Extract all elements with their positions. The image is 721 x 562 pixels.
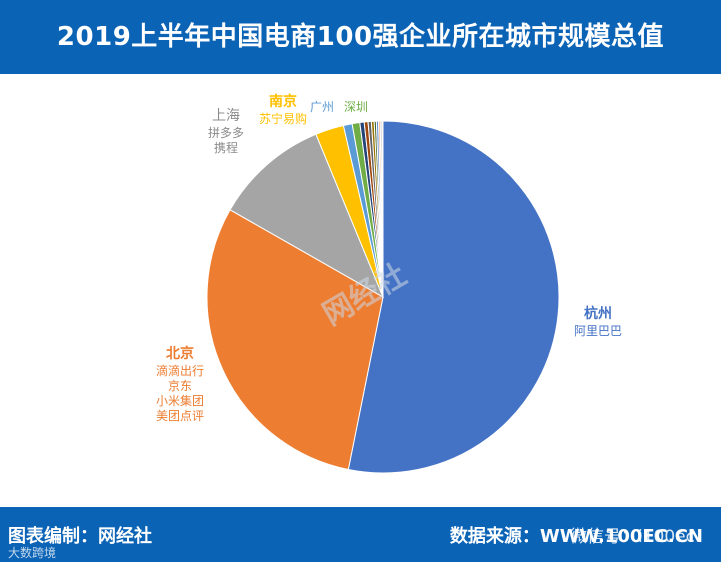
title-bar (0, 0, 721, 74)
company-name: 小米集团 (155, 393, 204, 408)
footer-credit: 图表编制：网经社 (8, 526, 152, 547)
company-name: 苏宁易购 (258, 111, 307, 126)
company-name: 滴滴出行 (155, 363, 204, 378)
pie-slice-1 (206, 209, 384, 471)
city-name: 南京 (269, 94, 297, 110)
pie-slice-2 (229, 133, 385, 299)
pie-slice-14 (381, 120, 384, 298)
pie-slice-0 (347, 120, 560, 474)
watermark-wechat: 微信号：i100ec (570, 527, 695, 547)
chart-title: 2019上半年中国电商100强企业所在城市规模总值 (56, 22, 665, 52)
company-name: 拼多多 (207, 125, 244, 140)
city-name: 北京 (166, 346, 194, 362)
city-name: 深圳 (343, 100, 368, 114)
company-name: 美团点评 (155, 408, 204, 423)
company-name: 京东 (167, 378, 192, 393)
footer-bar (0, 507, 721, 562)
label-beijing: 北京 滴滴出行 京东 小米集团 美团点评 (140, 346, 220, 424)
footer-source: 数据来源：WWW.100EC.CN (449, 526, 703, 547)
label-guangzhou: 广州 (302, 100, 342, 115)
label-hangzhou: 杭州 阿里巴巴 (560, 306, 636, 339)
city-name: 上海 (212, 108, 240, 124)
watermark-corner: 大数跨境 (8, 546, 57, 560)
city-name: 广州 (309, 100, 334, 114)
label-shanghai: 上海 拼多多 携程 (196, 108, 256, 156)
label-shenzhen: 深圳 (338, 100, 374, 115)
city-name: 杭州 (584, 306, 612, 322)
company-name: 携程 (213, 140, 238, 155)
label-nanjing: 南京 苏宁易购 (250, 94, 316, 127)
company-name: 阿里巴巴 (573, 323, 622, 338)
